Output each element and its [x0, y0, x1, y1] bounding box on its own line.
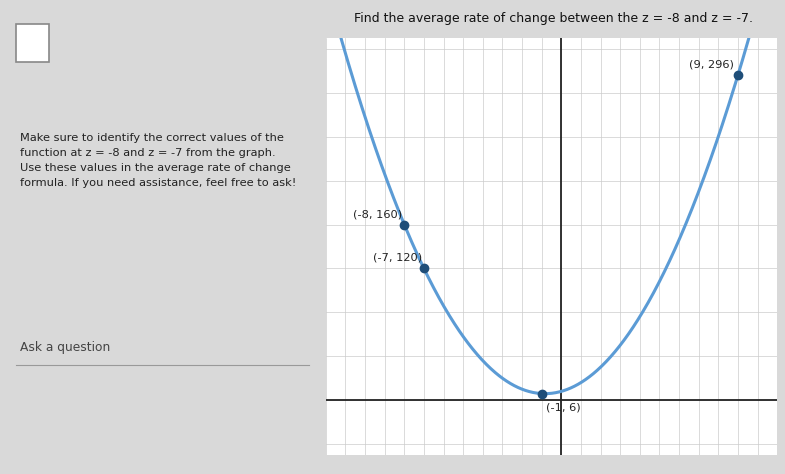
- Text: Ask a question: Ask a question: [20, 341, 110, 354]
- Bar: [16, 24, 49, 62]
- Text: Make sure to identify the correct values of the
function at z = -8 and z = -7 fr: Make sure to identify the correct values…: [20, 133, 296, 188]
- Text: (-8, 160): (-8, 160): [353, 209, 402, 219]
- Text: (-7, 120): (-7, 120): [373, 253, 422, 263]
- Text: (-1, 6): (-1, 6): [546, 402, 580, 412]
- Text: (9, 296): (9, 296): [689, 60, 734, 70]
- Text: Find the average rate of change between the z = -8 and z = -7.: Find the average rate of change between …: [354, 12, 753, 25]
